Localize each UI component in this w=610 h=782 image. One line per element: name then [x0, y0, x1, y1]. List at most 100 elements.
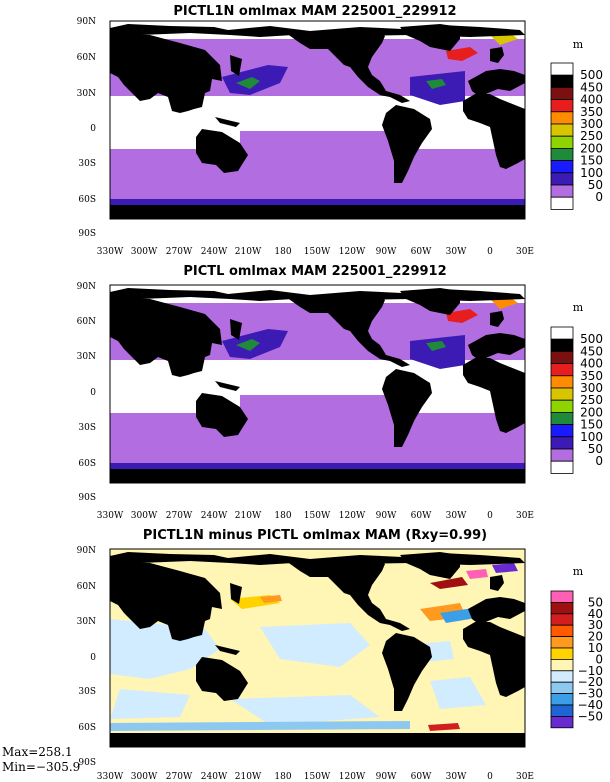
- pos-southern-ocean-hotspot: [428, 723, 460, 731]
- colorbar-label: 100: [580, 430, 603, 444]
- colorbar-box: [550, 135, 574, 149]
- lon-tick: 120W: [339, 772, 366, 782]
- colorbar-label: 150: [580, 418, 603, 432]
- lon-tick: 30W: [446, 247, 467, 257]
- neg-patch-indian-ocean: [110, 689, 190, 719]
- colorbar-box: [550, 436, 574, 450]
- lon-tick: 60W: [411, 772, 432, 782]
- lat-tick: 60N: [77, 582, 96, 592]
- colorbar-box: [550, 460, 574, 474]
- panel-3-title: PICTL1N minus PICTL omlmax MAM (Rxy=0.99…: [143, 528, 487, 543]
- lon-tick: 270W: [166, 772, 193, 782]
- colorbar-label: 350: [580, 105, 603, 119]
- colorbar-label: 450: [580, 80, 603, 94]
- colorbar-label: 300: [580, 117, 603, 131]
- colorbar-box: [550, 338, 574, 352]
- panel-3-units: m: [573, 565, 584, 578]
- colorbar-label: −20: [578, 675, 603, 689]
- lon-tick: 0: [487, 247, 493, 257]
- colorbar-box: [550, 147, 574, 161]
- colorbar-label: 500: [580, 332, 603, 346]
- kuroshio-mode-water: [236, 339, 260, 351]
- lon-tick: 60W: [411, 511, 432, 521]
- neg-patch-south-atlantic: [430, 677, 486, 709]
- lon-tick: 30W: [446, 772, 467, 782]
- lon-tick: 0: [487, 772, 493, 782]
- colorbar-box: [550, 716, 574, 729]
- colorbar-box: [550, 350, 574, 364]
- colorbar-box: [550, 87, 574, 101]
- panel-2-units: m: [573, 301, 584, 314]
- colorbar-label: 50: [588, 178, 603, 192]
- panel-2-lon-ticks: 330W 300W 270W 240W 210W 180 150W 120W 9…: [97, 511, 534, 521]
- lon-tick: 30E: [516, 772, 534, 782]
- colorbar-box: [550, 590, 574, 603]
- lat-tick: 30N: [77, 617, 96, 627]
- colorbar-box: [550, 375, 574, 389]
- colorbar-label: 100: [580, 166, 603, 180]
- lat-tick: 90N: [77, 282, 96, 292]
- max-value: Max=258.1: [2, 745, 73, 759]
- lon-tick: 270W: [166, 247, 193, 257]
- colorbar-label: 300: [580, 381, 603, 395]
- gulf-stream-mode-water: [426, 79, 446, 89]
- colorbar-label: 0: [595, 190, 603, 204]
- colorbar-box: [550, 602, 574, 615]
- panel-3-lon-ticks: 330W 300W 270W 240W 210W 180 150W 120W 9…: [97, 772, 534, 782]
- colorbar-label: 20: [588, 630, 603, 644]
- lat-tick: 30N: [77, 89, 96, 99]
- panel-1-title: PICTL1N omlmax MAM 225001_229912: [173, 4, 456, 19]
- subpolar-north-atlantic: [410, 71, 465, 105]
- lon-tick: 30E: [516, 511, 534, 521]
- lon-tick: 330W: [97, 247, 124, 257]
- lon-tick: 240W: [201, 511, 228, 521]
- lon-tick: 210W: [235, 772, 262, 782]
- colorbar-label: 250: [580, 129, 603, 143]
- neg-patch-central-pacific: [260, 623, 370, 667]
- colorbar-label: 0: [595, 652, 603, 666]
- panel-1-units: m: [573, 38, 584, 51]
- lat-tick: 0: [90, 124, 96, 134]
- colorbar-box: [550, 172, 574, 186]
- colorbar-box: [550, 670, 574, 683]
- labrador-deep-convection: [446, 47, 478, 61]
- neg-patch-south-pacific: [230, 695, 380, 725]
- colorbar-label: 400: [580, 93, 603, 107]
- panel-2-map: [109, 284, 526, 484]
- colorbar-box: [550, 123, 574, 137]
- panel-2: PICTL omlmax MAM 225001_229912 90N 60N 3…: [77, 264, 603, 521]
- colorbar-label: 40: [588, 607, 603, 621]
- colorbar-label: 200: [580, 405, 603, 419]
- panel-2-title: PICTL omlmax MAM 225001_229912: [183, 264, 446, 279]
- gulf-stream-mode-water: [426, 341, 446, 351]
- lat-tick: 90N: [77, 17, 96, 27]
- lon-tick: 330W: [97, 772, 124, 782]
- pos-north-pacific: [260, 595, 282, 603]
- colorbar-box: [550, 659, 574, 672]
- colorbar-label: 500: [580, 68, 603, 82]
- colorbar-box: [550, 424, 574, 438]
- lat-tick: 30S: [78, 687, 96, 697]
- colorbar-label: −40: [578, 698, 603, 712]
- lon-tick: 240W: [201, 772, 228, 782]
- colorbar-label: 30: [588, 618, 603, 632]
- lat-tick: 90N: [77, 546, 96, 556]
- lat-tick: 60S: [78, 459, 96, 469]
- neg-nordic-seas: [492, 563, 518, 573]
- deep-layer-south-pacific: [240, 131, 400, 149]
- lat-tick: 60S: [78, 723, 96, 733]
- min-value: Min=−305.9: [2, 760, 80, 774]
- colorbar-box: [550, 184, 574, 198]
- colorbar-box: [550, 613, 574, 626]
- subpolar-north-atlantic: [410, 335, 465, 369]
- deep-layer-south-pacific: [240, 395, 400, 413]
- lon-tick: 330W: [97, 511, 124, 521]
- lon-tick: 300W: [131, 772, 158, 782]
- lat-tick: 0: [90, 388, 96, 398]
- lat-tick: 90S: [78, 758, 96, 768]
- lat-tick: 30S: [78, 423, 96, 433]
- panel-1-map: [109, 20, 526, 220]
